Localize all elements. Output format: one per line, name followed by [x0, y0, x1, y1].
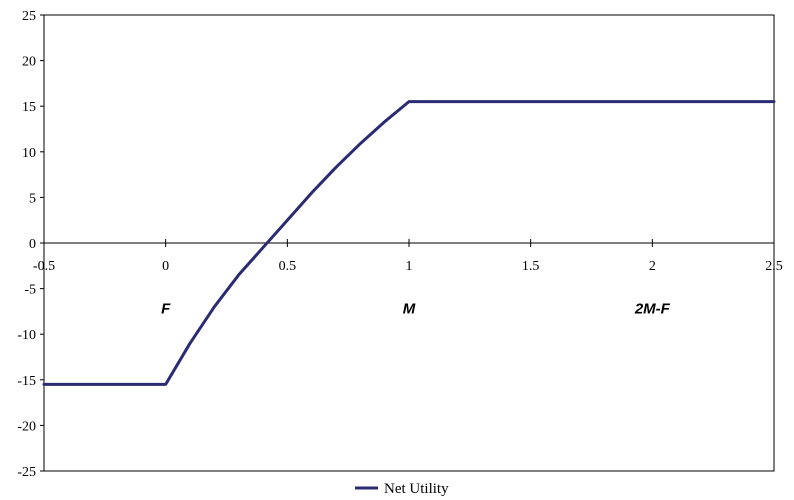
y-tick-label: -10	[17, 328, 36, 343]
x-tick-label: 0	[162, 259, 169, 274]
y-tick-label: -15	[17, 374, 36, 389]
y-tick-label: 15	[22, 100, 36, 115]
y-tick-label: -20	[17, 419, 36, 434]
annotation-label: F	[161, 301, 171, 318]
y-tick-label: -25	[17, 465, 36, 480]
x-tick-label: 1	[406, 259, 413, 274]
annotation-label: 2M-F	[634, 301, 671, 318]
series-line-net-utility	[42, 100, 776, 386]
legend-label: Net Utility	[384, 481, 449, 497]
y-tick-label: 10	[22, 146, 36, 161]
x-tick-label: 1.5	[522, 259, 540, 274]
annotations: F M 2M-F	[161, 301, 671, 318]
x-tick-label: 2.5	[765, 259, 783, 274]
x-axis: -0.5 0 0.5 1 1.5 2 2.5	[33, 239, 783, 274]
y-axis: 25 20 15 10 5 0 -5 -10 -15 -20 -25	[17, 9, 44, 480]
x-tick-label: 0.5	[279, 259, 297, 274]
y-tick-label: 5	[29, 191, 36, 206]
y-tick-label: 0	[29, 237, 36, 252]
x-tick-label: 2	[649, 259, 656, 274]
legend: Net Utility	[355, 481, 449, 497]
series-group	[42, 100, 776, 386]
y-tick-label: -5	[24, 283, 36, 298]
y-tick-label: 20	[22, 55, 36, 70]
x-tick-label: -0.5	[33, 259, 55, 274]
y-tick-label: 25	[22, 9, 36, 24]
annotation-label: M	[403, 301, 416, 318]
